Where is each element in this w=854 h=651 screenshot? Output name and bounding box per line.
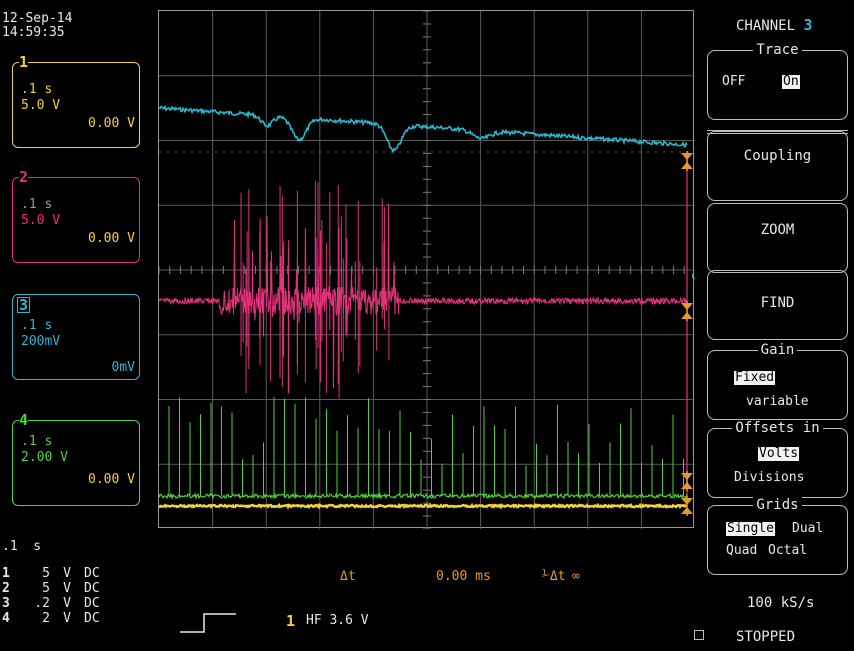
- channel-summary-table: 1 5 V DC 2 5 V DC 3.2 V DC 4 2 V DC: [2, 566, 100, 626]
- trigger-channel: 1: [286, 612, 296, 630]
- channel-2-volts: 5.0 V: [21, 213, 61, 228]
- trigger-edge-icon: [180, 613, 236, 633]
- summary-row-4: 4 2 V DC: [2, 611, 100, 626]
- summary-row-3: 3.2 V DC: [2, 596, 100, 611]
- gain-menu[interactable]: Gain Fixed variable: [707, 342, 848, 420]
- grids-single-option[interactable]: Single: [726, 521, 775, 536]
- acquisition-status: STOPPED: [736, 629, 796, 645]
- channel-1-trace: [159, 502, 688, 510]
- menu-title: CHANNEL 3: [736, 16, 813, 34]
- grids-quad-option[interactable]: Quad: [726, 543, 758, 558]
- channel-2-box[interactable]: 2 .1 s 5.0 V 0.00 V: [12, 170, 140, 263]
- coupling-label: Coupling: [743, 148, 812, 164]
- waveform-display: 3: [159, 11, 695, 529]
- trigger-level: HF 3.6 V: [306, 613, 369, 628]
- gain-title: Gain: [757, 342, 798, 358]
- find-label: FIND: [760, 295, 795, 311]
- zoom-label: ZOOM: [760, 222, 795, 238]
- offsets-divisions-option[interactable]: Divisions: [734, 470, 805, 485]
- channel-3-offset: 0mV: [111, 360, 135, 375]
- channel-3-edge-label: 3: [689, 273, 695, 280]
- channel-4-box[interactable]: 4 .1 s 2.00 V 0.00 V: [12, 413, 140, 506]
- channel-3-number: 3: [17, 296, 31, 314]
- channel-1-volts: 5.0 V: [21, 98, 61, 113]
- channel-2-offset: 0.00 V: [88, 231, 135, 246]
- time-readout: 14:59:35: [2, 25, 65, 40]
- zoom-button[interactable]: ZOOM: [707, 203, 848, 273]
- find-button[interactable]: FIND: [707, 270, 848, 340]
- summary-row-1: 1 5 V DC: [2, 566, 100, 581]
- offsets-title: Offsets in: [732, 420, 823, 436]
- channel-2-number: 2: [19, 168, 29, 186]
- channel-1-offset: 0.00 V: [88, 116, 135, 131]
- timebase-summary: .1 s: [2, 539, 42, 554]
- inv-delta-t-label: ⅟Δt: [542, 569, 566, 584]
- waveform-grid[interactable]: 3: [158, 10, 695, 529]
- trace-menu[interactable]: Trace OFF On: [707, 42, 848, 120]
- channel-4-offset: 0.00 V: [88, 472, 135, 487]
- channel-4-number: 4: [19, 411, 29, 429]
- grids-title: Grids: [753, 497, 802, 513]
- channel-3-volts: 200mV: [21, 334, 61, 349]
- offsets-menu[interactable]: Offsets in Volts Divisions: [707, 420, 848, 498]
- channel-3-box[interactable]: 3 .1 s 200mV 0mV: [12, 294, 140, 380]
- date-readout: 12-Sep-14: [2, 11, 73, 26]
- summary-row-2: 2 5 V DC: [2, 581, 100, 596]
- channel-3-trace: [159, 104, 688, 154]
- trace-off-option[interactable]: OFF: [722, 74, 746, 89]
- inv-delta-t-value: ∞: [572, 569, 580, 584]
- gain-fixed-option[interactable]: Fixed: [734, 370, 776, 385]
- coupling-button[interactable]: Coupling: [707, 131, 848, 201]
- channel-3-timebase: .1 s: [21, 318, 53, 333]
- channel-2-timebase: .1 s: [21, 197, 53, 212]
- offsets-volts-option[interactable]: Volts: [758, 446, 800, 461]
- grids-dual-option[interactable]: Dual: [792, 521, 824, 536]
- menu-divider: [707, 130, 848, 134]
- channel-1-box[interactable]: 1 .1 s 5.0 V 0.00 V: [12, 55, 140, 148]
- sample-rate: 100 kS/s: [747, 595, 815, 611]
- channel-1-timebase: .1 s: [21, 82, 53, 97]
- delta-t-label: Δt: [340, 569, 356, 584]
- grids-octal-option[interactable]: Octal: [768, 543, 808, 558]
- channel-1-number: 1: [19, 53, 29, 71]
- channel-4-trace: [159, 492, 688, 500]
- channel-4-timebase: .1 s: [21, 434, 53, 449]
- status-indicator-icon: [694, 630, 704, 640]
- trace-title: Trace: [753, 42, 802, 58]
- trace-on-option[interactable]: On: [782, 74, 800, 89]
- channel-4-volts: 2.00 V: [21, 450, 68, 465]
- gain-variable-option[interactable]: variable: [746, 394, 809, 409]
- delta-t-value: 0.00 ms: [436, 569, 491, 584]
- grids-menu[interactable]: Grids Single Dual Quad Octal: [707, 497, 848, 575]
